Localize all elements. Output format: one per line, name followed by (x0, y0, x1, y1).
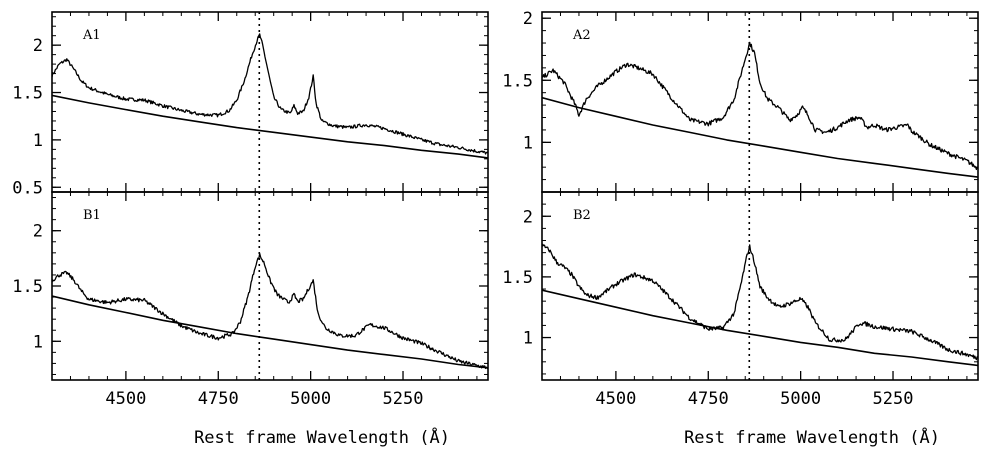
x-tick-label: 5250 (873, 389, 914, 409)
panel-frame (51, 191, 489, 381)
y-tick-label: 1 (523, 133, 533, 153)
x-tick-label: 5000 (290, 389, 331, 409)
panel-label: B1 (83, 208, 101, 223)
y-tick-label: 2 (33, 36, 43, 56)
panel-label: A2 (572, 28, 591, 43)
panels-group: 0.5 1 1.5 2 A1 1 1.5 2 A2 1 1.5 2 4500 4750 5000 5250 B1… (12, 9, 979, 409)
x-axis-title-right: Rest frame Wavelength (Å) (684, 426, 940, 448)
x-tick-label: 4500 (595, 389, 636, 409)
spectrum-line (542, 41, 978, 171)
y-tick-label: 2 (33, 222, 43, 242)
x-tick-label: 4750 (198, 389, 239, 409)
panel-frame (541, 191, 979, 381)
y-tick-label: 1 (33, 131, 43, 151)
continuum-line (52, 295, 488, 369)
panel-a1: 0.5 1 1.5 2 A1 (12, 11, 489, 198)
continuum-line (52, 94, 488, 159)
y-tick-label: 1.5 (12, 277, 43, 297)
y-tick-label: 0.5 (12, 178, 43, 198)
continuum-line (542, 96, 978, 178)
panel-b1: 1 1.5 2 4500 4750 5000 5250 B1 (12, 191, 489, 409)
spectrum-line (542, 243, 978, 361)
panel-frame (541, 11, 979, 193)
continuum-line (542, 289, 978, 367)
panel-label: A1 (82, 28, 101, 43)
panel-frame (51, 11, 489, 193)
spectrum-line (52, 33, 488, 155)
y-tick-label: 1.5 (502, 71, 533, 91)
panel-b2: 1 1.5 2 4500 4750 5000 5250 B2 (502, 191, 979, 409)
x-tick-label: 4500 (105, 389, 146, 409)
y-tick-label: 1.5 (12, 84, 43, 104)
panel-label: B2 (573, 208, 591, 223)
y-tick-label: 2 (523, 207, 533, 227)
spectrum-line (52, 252, 488, 370)
y-tick-label: 2 (523, 9, 533, 29)
panel-a2: 1 1.5 2 A2 (502, 9, 979, 193)
x-tick-label: 5250 (383, 389, 424, 409)
x-axis-title-left: Rest frame Wavelength (Å) (194, 426, 450, 448)
x-tick-label: 4750 (688, 389, 729, 409)
y-tick-label: 1 (523, 329, 533, 349)
y-tick-label: 1 (33, 332, 43, 352)
y-tick-label: 1.5 (502, 268, 533, 288)
x-tick-label: 5000 (780, 389, 821, 409)
